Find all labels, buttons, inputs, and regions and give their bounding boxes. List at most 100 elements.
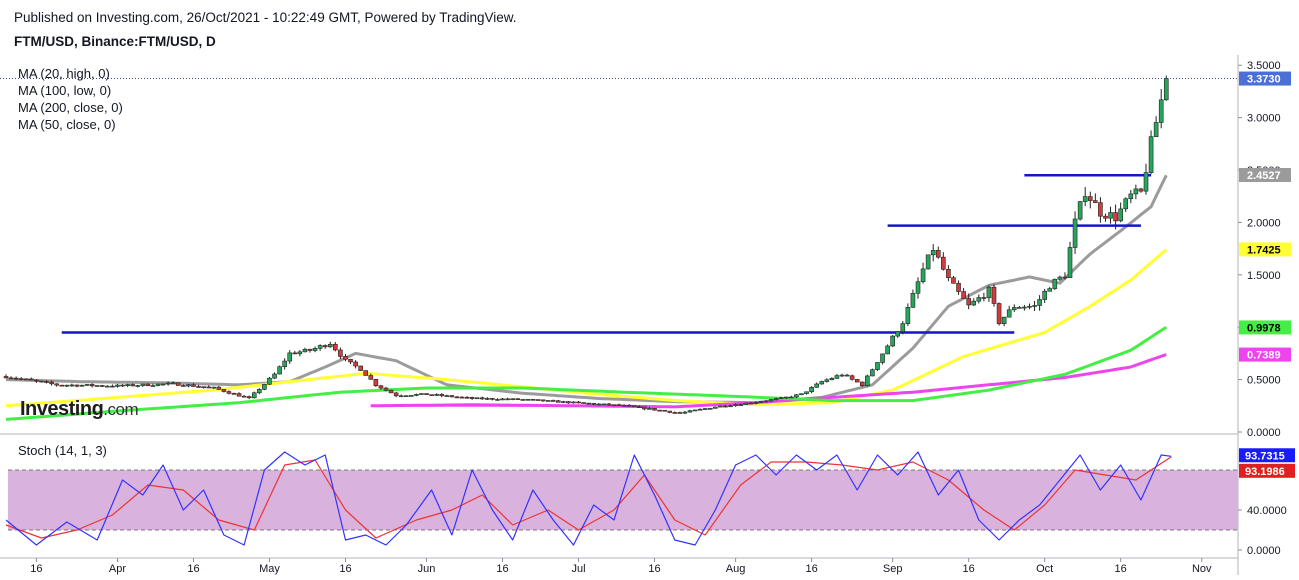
legend-ma200[interactable]: MA (200, close, 0): [18, 100, 123, 115]
candle-body: [1022, 306, 1027, 309]
ma-value-badge-text: 1.7425: [1247, 244, 1281, 256]
symbol-title: FTM/USD, Binance:FTM/USD, D: [14, 34, 216, 49]
candle-body: [120, 384, 125, 387]
time-tick-label: Sep: [883, 563, 903, 575]
candle-body: [89, 384, 95, 387]
ma-value-badge: 0.7389: [1239, 347, 1291, 362]
candle-body: [718, 405, 723, 408]
candle-body: [44, 381, 49, 383]
candle-body: [1042, 290, 1047, 300]
candle-body: [1163, 78, 1169, 101]
candle-body: [13, 377, 19, 380]
candle-body: [1118, 208, 1123, 222]
candle-body: [550, 400, 556, 402]
candle-body: [728, 405, 733, 408]
candle-body: [211, 386, 217, 389]
ma-value-badge-bg: [1239, 242, 1291, 257]
candle-body: [702, 408, 708, 410]
candle-body: [966, 298, 971, 306]
candle-body: [49, 381, 54, 385]
candle-body: [576, 401, 581, 404]
candle-body: [150, 385, 156, 387]
ma50-line: [5, 248, 1168, 408]
candle-body: [246, 396, 252, 399]
legend-ma20[interactable]: MA (20, high, 0): [18, 66, 110, 81]
stoch-value-badge-bg: [1239, 463, 1295, 478]
candle-body: [135, 385, 141, 387]
candle-body: [631, 405, 637, 408]
candle-body: [165, 382, 171, 385]
candle-body: [1062, 276, 1068, 279]
stoch-value-badge: 93.1986: [1239, 463, 1295, 478]
candle-body: [439, 394, 445, 397]
candle-body: [951, 277, 956, 284]
candle-body: [59, 384, 65, 387]
ma-value-badge-text: 0.7389: [1247, 350, 1281, 362]
time-tick-label: Jul: [572, 563, 586, 575]
candle-body: [348, 358, 353, 363]
candle-body: [697, 408, 703, 411]
candle-body: [267, 377, 272, 385]
candle-body: [1123, 198, 1129, 210]
candle-body: [1037, 299, 1042, 306]
candle-body: [647, 408, 652, 410]
candle-body: [485, 398, 490, 400]
candle-body: [1113, 212, 1118, 222]
candle-body: [920, 268, 926, 283]
candle-body: [652, 408, 657, 411]
candle-body: [490, 398, 495, 400]
candle-body: [1133, 188, 1139, 195]
candle-body: [1027, 305, 1032, 308]
candle-body: [226, 391, 232, 394]
candle-body: [778, 397, 784, 399]
legend-ma100[interactable]: MA (100, low, 0): [18, 83, 112, 98]
ma200-line: [5, 325, 1168, 421]
candle-body: [657, 409, 662, 412]
candle-body: [839, 374, 845, 377]
candle-body: [996, 303, 1002, 324]
candle-body: [1108, 212, 1113, 219]
candle-body: [834, 375, 840, 379]
candle-body: [353, 361, 358, 367]
price-tick-label: 2.0000: [1247, 217, 1281, 229]
candle-body: [611, 404, 617, 406]
candle-body: [956, 283, 961, 292]
candle-body: [814, 383, 819, 388]
ma-value-badge-bg: [1239, 167, 1291, 182]
price-tick-label: 0.5000: [1247, 375, 1281, 387]
time-tick-label: Jun: [418, 563, 436, 575]
candle-body: [849, 375, 855, 380]
published-line: Published on Investing.com, 26/Oct/2021 …: [14, 10, 517, 25]
candle-body: [601, 403, 607, 406]
candle-body: [262, 383, 267, 390]
candle-body: [748, 402, 754, 405]
candle-body: [682, 411, 688, 414]
candle-body: [758, 401, 764, 403]
candle-body: [713, 406, 718, 409]
logo-suffix: .com: [103, 400, 139, 419]
candle-body: [1082, 196, 1088, 202]
last-price-badge-text: 3.3730: [1247, 74, 1281, 86]
stoch-value-badge-text: 93.1986: [1245, 466, 1285, 478]
candle-body: [677, 412, 683, 414]
candle-body: [1148, 136, 1154, 173]
candle-body: [241, 395, 247, 398]
legend-ma50[interactable]: MA (50, close, 0): [18, 117, 116, 132]
candle-body: [941, 256, 946, 270]
time-tick-label: 16: [496, 563, 508, 575]
candle-body: [160, 383, 166, 386]
candle-body: [561, 401, 566, 403]
candle-body: [221, 389, 227, 392]
candle-body: [1093, 200, 1098, 203]
candle-body: [875, 362, 880, 370]
candle-body: [535, 399, 541, 401]
candle-body: [125, 384, 130, 386]
candle-body: [596, 403, 602, 406]
ma-value-badge: 0.9978: [1239, 320, 1291, 335]
legend-stoch[interactable]: Stoch (14, 1, 3): [18, 443, 107, 458]
candle-body: [505, 398, 510, 401]
time-tick-label: 16: [339, 563, 351, 575]
candle-body: [105, 385, 110, 388]
time-tick-label: Apr: [109, 563, 126, 575]
